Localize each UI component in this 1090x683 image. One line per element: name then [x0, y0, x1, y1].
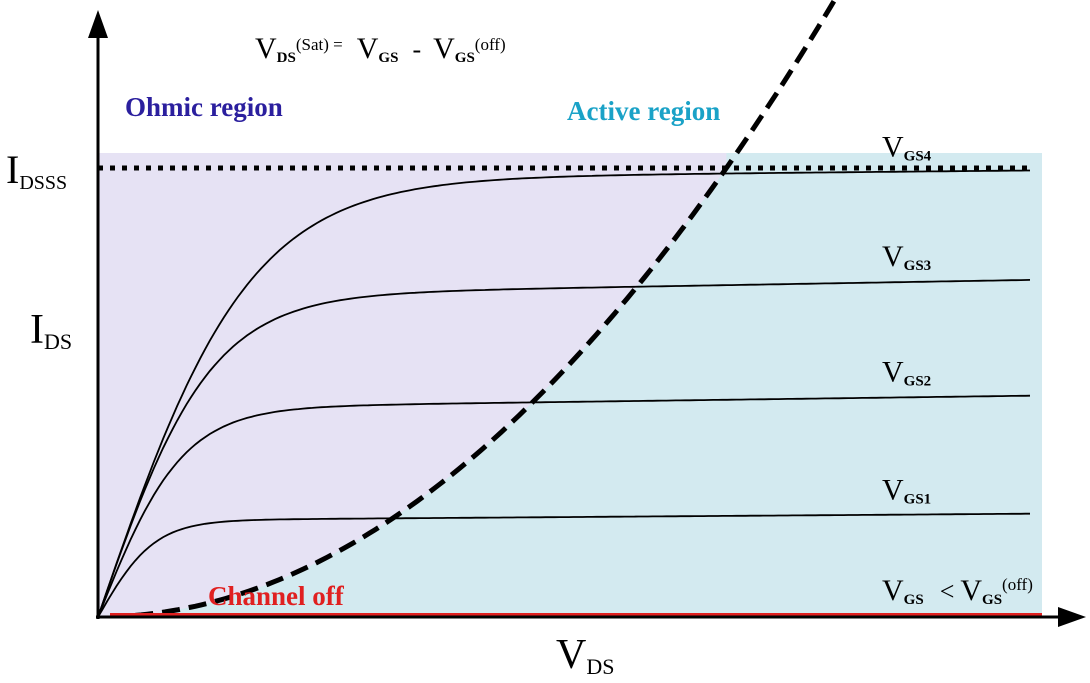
- active-region-label: Active region: [567, 96, 720, 126]
- regions: [98, 153, 1042, 617]
- x-axis-label-main: V: [556, 632, 586, 678]
- cutoff-vgs2: V: [960, 574, 982, 607]
- overlays: [98, 0, 1042, 618]
- formula-vgs-sub: GS: [378, 50, 398, 66]
- curve-label-sub: GS1: [904, 492, 932, 508]
- formula-off: (off): [475, 35, 506, 54]
- boundary-formula: VDS(Sat) = VGS - VGS(off): [255, 32, 506, 66]
- cutoff-vgs: V: [882, 574, 904, 607]
- curve-label-main: V: [882, 474, 904, 507]
- ohmic-region-fill: [98, 153, 727, 617]
- formula-vds: V: [255, 32, 277, 65]
- curve-label-main: V: [882, 240, 904, 273]
- axes: [88, 10, 1086, 627]
- curve-label-sub: GS3: [904, 258, 932, 274]
- y-axis-label-main: I: [30, 307, 44, 353]
- curve-gs2: [97, 394, 1031, 618]
- curve-label-sub: GS4: [904, 148, 932, 164]
- x-axis-label: VDS: [556, 632, 614, 679]
- cutoff-op: <: [940, 577, 955, 606]
- cutoff-off: (off): [1002, 575, 1033, 594]
- curve-gs3: [97, 279, 1031, 618]
- curve-label-main: V: [882, 356, 904, 389]
- channel-off-label: Channel off: [208, 581, 345, 611]
- curve-gs4: [97, 169, 1030, 618]
- curve-label-gs4: VGS4: [882, 130, 932, 164]
- curve-label-main: V: [882, 130, 904, 163]
- curve-label-gs3: VGS3: [882, 240, 931, 274]
- formula-minus: -: [412, 35, 421, 64]
- x-axis-arrow: [1058, 607, 1086, 627]
- cutoff-vgs-sub: GS: [904, 592, 924, 608]
- idsss-sub: DSSS: [19, 172, 67, 194]
- x-axis-label-sub: DS: [586, 654, 614, 679]
- y-axis-label-sub: DS: [44, 329, 72, 354]
- cutoff-vgs2-sub: GS: [982, 592, 1002, 608]
- idsss-label: IDSSS: [6, 147, 67, 194]
- curve-label-sub: GS2: [904, 374, 932, 390]
- saturation-boundary: [135, 0, 838, 618]
- y-axis-label: IDS: [30, 307, 72, 354]
- curve-label-gs1: VGS1: [882, 474, 931, 508]
- curve-gs1: [97, 512, 1030, 618]
- y-axis-arrow: [88, 10, 108, 38]
- formula-vgs-off: V: [433, 32, 455, 65]
- idsss-main: I: [6, 147, 19, 192]
- cutoff-label: VGS < VGS(off): [882, 574, 1033, 608]
- formula-vds-sub: DS: [277, 50, 296, 66]
- ohmic-region-label: Ohmic region: [125, 92, 283, 122]
- curves: [97, 169, 1031, 618]
- formula-vgs-off-sub: GS: [455, 50, 475, 66]
- formula-vgs: V: [357, 32, 379, 65]
- formula-sat: (Sat) =: [296, 35, 343, 54]
- curve-label-gs2: VGS2: [882, 356, 931, 390]
